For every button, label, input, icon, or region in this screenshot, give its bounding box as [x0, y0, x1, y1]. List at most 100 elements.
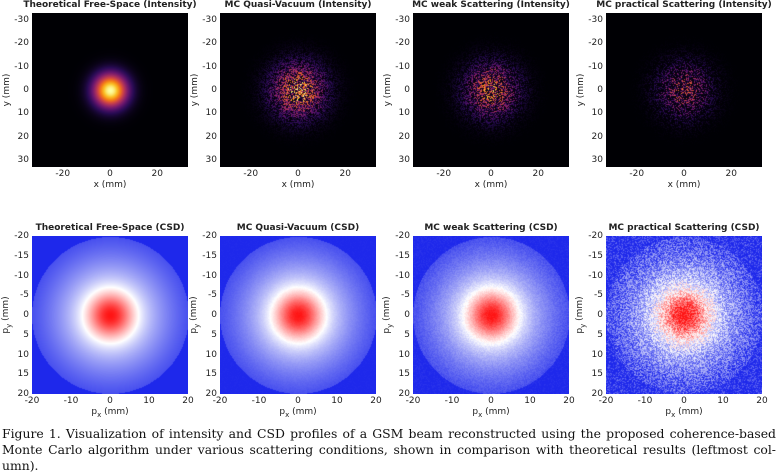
- x-tick-label: 20: [339, 169, 351, 179]
- heatmap-canvas: [220, 13, 376, 167]
- heatmap-canvas: [606, 13, 762, 167]
- y-tick-label: -15: [395, 250, 410, 261]
- y-tick-label: 0: [404, 85, 410, 95]
- y-tick-label: 0: [211, 85, 217, 95]
- y-tick-label: -5: [208, 290, 217, 301]
- y-axis-label-main: p: [382, 327, 393, 334]
- y-tick-label: -20: [395, 38, 410, 49]
- y-tick-label: 0: [597, 310, 603, 320]
- y-tick-label: 0: [211, 310, 217, 320]
- intensity-map: [32, 13, 188, 167]
- x-tick-label: 20: [182, 396, 194, 406]
- subplot-title: MC practical Scattering (CSD): [608, 223, 760, 233]
- y-tick-label: 10: [398, 349, 410, 360]
- y-tick-label: -5: [401, 290, 410, 301]
- x-axis-label-sub: x: [97, 410, 102, 419]
- x-tick-label: -20: [405, 396, 421, 406]
- y-tick-label: 20: [17, 131, 29, 142]
- subplot-title: MC Quasi-Vacuum (Intensity): [224, 0, 372, 10]
- y-tick-label: 15: [17, 369, 29, 380]
- y-tick-label: 20: [591, 131, 603, 142]
- y-tick-label: 10: [591, 108, 603, 119]
- y-tick-label: 15: [591, 369, 603, 380]
- y-tick-label: -20: [395, 231, 410, 241]
- y-tick-label: 20: [205, 389, 217, 399]
- x-tick-label: -20: [436, 169, 452, 179]
- subplot-title: Theoretical Free-Space (Intensity): [23, 0, 197, 10]
- x-axis-label-sub: x: [478, 410, 483, 419]
- y-tick-label: 5: [211, 329, 217, 340]
- y-axis-label: py (mm): [1, 296, 13, 333]
- y-tick-label: 30: [17, 155, 29, 165]
- x-axis-label: px (mm): [91, 407, 128, 419]
- y-tick-label: 0: [404, 310, 410, 320]
- y-tick-label: -20: [14, 38, 29, 49]
- x-tick-label: -10: [63, 396, 79, 406]
- heatmap-canvas: [413, 13, 569, 167]
- y-tick-label: -15: [202, 250, 217, 261]
- y-axis-label-main: p: [1, 327, 12, 334]
- subplot-title: MC practical Scattering (Intensity): [596, 0, 772, 10]
- y-axis-label-main: p: [575, 327, 586, 334]
- heatmap-canvas: [32, 236, 188, 394]
- x-tick-label: 10: [143, 396, 155, 406]
- x-tick-label: 0: [488, 396, 494, 406]
- y-tick-label: 30: [398, 155, 410, 165]
- x-axis-label: x (mm): [474, 180, 508, 190]
- y-axis-label-unit: (mm): [1, 296, 12, 324]
- x-axis-label: px (mm): [472, 407, 509, 419]
- heatmap-canvas: [32, 13, 188, 167]
- heatmap-canvas: [606, 236, 762, 394]
- y-tick-label: 20: [398, 389, 410, 399]
- y-axis-label: y (mm): [383, 73, 393, 107]
- x-tick-label: 10: [331, 396, 343, 406]
- y-tick-label: 30: [591, 155, 603, 165]
- x-tick-label: -10: [444, 396, 460, 406]
- y-tick-label: 30: [205, 155, 217, 165]
- y-tick-label: 10: [398, 108, 410, 119]
- x-axis-label: x (mm): [667, 180, 701, 190]
- x-tick-label: 20: [725, 169, 737, 179]
- figure-caption: Figure 1. Visualization of intensity and…: [2, 426, 776, 473]
- x-tick-label: -20: [243, 169, 259, 179]
- y-axis-label-unit: (mm): [382, 296, 393, 324]
- x-axis-label-sub: x: [671, 410, 676, 419]
- y-tick-label: -15: [588, 250, 603, 261]
- y-tick-label: -5: [594, 290, 603, 301]
- x-axis-label-main: p: [472, 407, 479, 417]
- heatmap-canvas: [220, 236, 376, 394]
- y-tick-label: -30: [395, 15, 410, 25]
- y-tick-label: -15: [14, 250, 29, 261]
- x-axis-label-unit: (mm): [101, 407, 129, 417]
- y-axis-label-sub: y: [4, 323, 13, 328]
- x-axis-label-unit: (mm): [482, 407, 510, 417]
- x-tick-label: 20: [532, 169, 544, 179]
- y-axis-label: y (mm): [190, 73, 200, 107]
- y-tick-label: 5: [23, 329, 29, 340]
- x-tick-label: 0: [681, 396, 687, 406]
- x-tick-label: 0: [295, 169, 301, 179]
- x-tick-label: 0: [295, 396, 301, 406]
- y-tick-label: 20: [398, 131, 410, 142]
- x-tick-label: -20: [212, 396, 228, 406]
- y-axis-label: py (mm): [382, 296, 394, 333]
- y-tick-label: -5: [20, 290, 29, 301]
- x-axis-label-main: p: [665, 407, 672, 417]
- subplot-title: MC Quasi-Vacuum (CSD): [236, 223, 360, 233]
- y-tick-label: 5: [597, 329, 603, 340]
- y-axis-label-main: p: [189, 327, 200, 334]
- subplot-title: Theoretical Free-Space (CSD): [35, 223, 185, 233]
- y-tick-label: -20: [14, 231, 29, 241]
- x-axis-label: x (mm): [281, 180, 315, 190]
- y-tick-label: 0: [597, 85, 603, 95]
- y-tick-label: -30: [588, 15, 603, 25]
- x-tick-label: -10: [637, 396, 653, 406]
- y-tick-label: 15: [398, 369, 410, 380]
- y-axis-label: y (mm): [576, 73, 586, 107]
- x-axis-label-sub: x: [285, 410, 290, 419]
- y-axis-label-sub: y: [578, 323, 587, 328]
- y-tick-label: -20: [588, 231, 603, 241]
- x-tick-label: 0: [488, 169, 494, 179]
- x-axis-label: px (mm): [665, 407, 702, 419]
- x-axis-label-unit: (mm): [289, 407, 317, 417]
